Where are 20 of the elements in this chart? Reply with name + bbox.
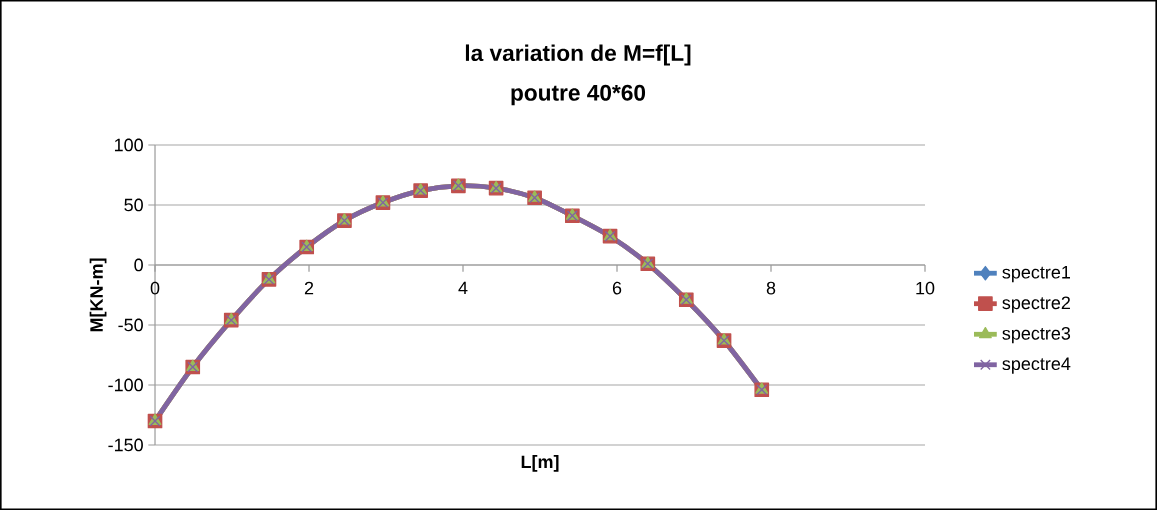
y-tick-label: -50: [118, 318, 143, 332]
legend-label: spectre3: [1002, 326, 1071, 344]
legend-label: spectre4: [1002, 357, 1071, 374]
x-tick-label: 6: [612, 281, 622, 295]
x-axis-title: L[m]: [521, 455, 559, 472]
x-tick-label: 10: [916, 281, 935, 295]
x-tick-label: 8: [766, 281, 776, 295]
y-tick-label: -100: [108, 378, 143, 392]
legend-label: spectre1: [1002, 266, 1070, 283]
y-tick-label: -150: [108, 438, 143, 452]
legend-label: spectre2: [1002, 296, 1070, 313]
y-tick-label: 0: [134, 258, 143, 272]
chart-title: la variation de M=f[L]: [465, 44, 691, 66]
y-axis-title: M[KN-m]: [89, 258, 107, 332]
y-tick-label: 50: [124, 198, 143, 212]
x-tick-label: 4: [458, 281, 468, 295]
x-tick-label: 2: [304, 281, 314, 295]
chart-subtitle: poutre 40*60: [511, 84, 646, 106]
x-tick-label: 0: [150, 281, 160, 295]
y-tick-label: 100: [114, 138, 143, 152]
